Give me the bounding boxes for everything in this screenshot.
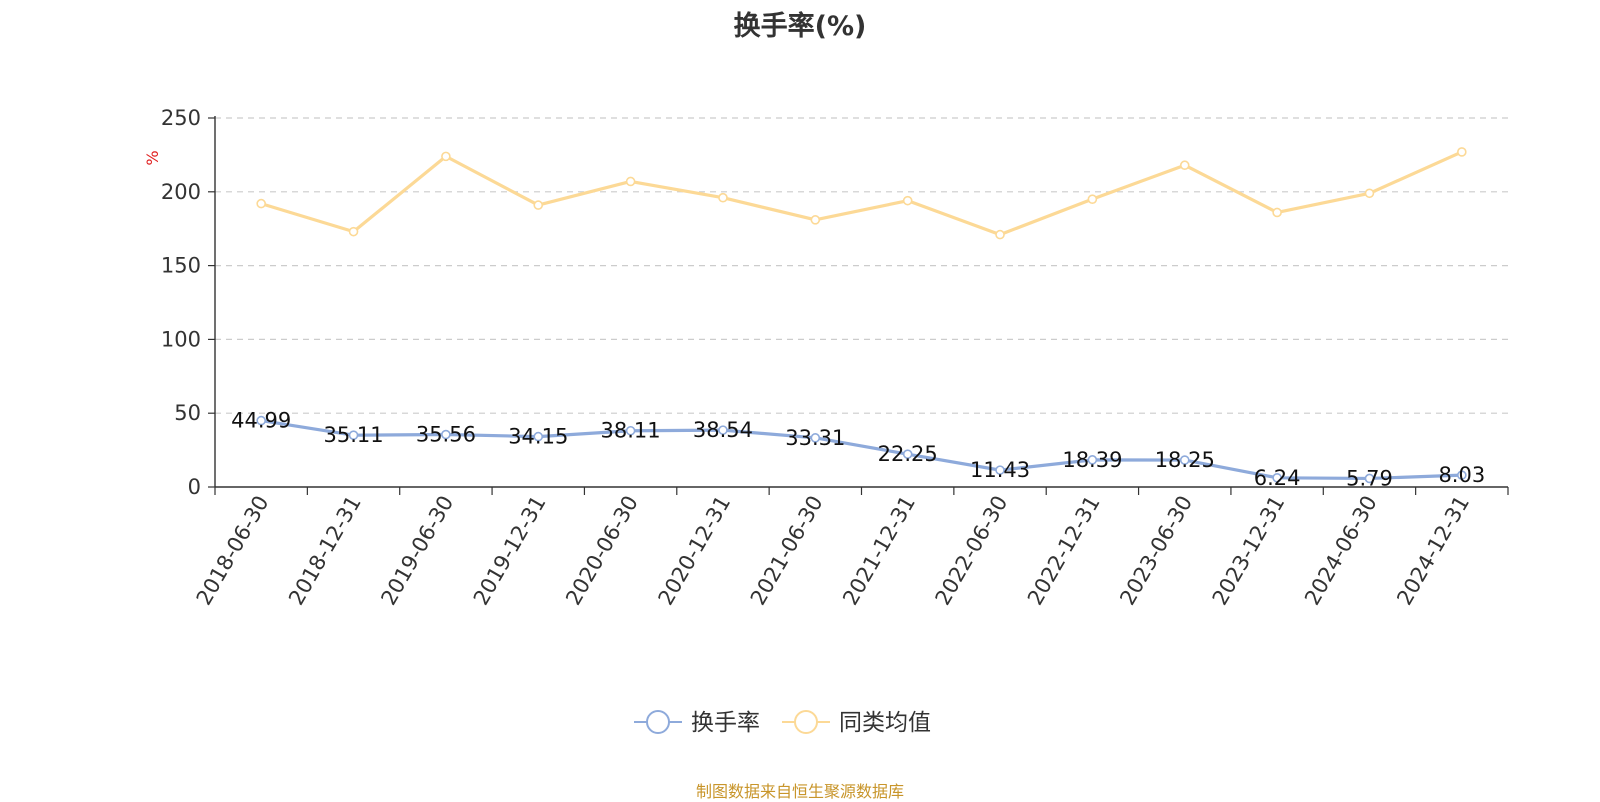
legend: 换手率 同类均值 <box>634 710 931 736</box>
turnover-rate-point <box>1272 472 1282 483</box>
x-tick-label: 2021-06-30 <box>746 492 828 610</box>
legend-marker <box>794 710 818 734</box>
turnover-rate-point <box>902 449 913 459</box>
series-lines <box>256 147 1467 484</box>
chart-title: 换手率(%) <box>733 11 867 42</box>
turnover-rate-point <box>441 429 451 440</box>
y-tick-label: 0 <box>188 475 201 499</box>
data-label: 35.56 <box>416 423 476 447</box>
x-tick-label: 2024-12-31 <box>1392 492 1474 610</box>
peer-average-point <box>441 151 451 162</box>
peer-average-point <box>1364 188 1375 199</box>
x-tick-label: 2020-06-30 <box>561 492 643 610</box>
legend-label: 同类均值 <box>839 710 931 736</box>
peer-average-point <box>1087 194 1098 204</box>
x-tick-label: 2018-12-31 <box>284 492 366 610</box>
x-tick-label: 2020-12-31 <box>653 492 735 610</box>
source-note: 制图数据来自恒生聚源数据库 <box>695 782 904 801</box>
data-label: 33.31 <box>785 426 845 450</box>
peer-average-point <box>1272 207 1282 218</box>
peer-average-point <box>533 200 544 210</box>
peer-average-point <box>256 198 266 209</box>
legend-marker <box>646 710 670 734</box>
x-tick-label: 2022-06-30 <box>931 492 1013 610</box>
legend-label: 换手率 <box>691 710 760 736</box>
x-tick-label: 2024-06-30 <box>1300 492 1382 610</box>
peer-average-point <box>995 229 1005 240</box>
turnover-rate-point <box>1179 455 1190 465</box>
data-label: 22.25 <box>878 442 938 466</box>
x-tick-label: 2023-12-31 <box>1208 492 1290 610</box>
turnover-rate-point <box>718 425 728 435</box>
x-tick-label: 2023-06-30 <box>1115 492 1197 610</box>
peer-average-point <box>810 215 821 225</box>
x-tick-label: 2019-06-30 <box>376 492 458 610</box>
turnover-rate-point <box>256 415 266 426</box>
turnover-rate-point <box>625 425 636 436</box>
turnover-rate-line <box>260 419 1462 481</box>
peer-average-point <box>348 226 359 237</box>
peer-average-point <box>625 176 636 187</box>
peer-average-point <box>902 195 913 206</box>
y-tick-label: 100 <box>161 327 201 351</box>
y-tick-label: 50 <box>174 401 201 425</box>
data-label: 35.11 <box>323 423 383 447</box>
turnover-rate-point <box>348 430 359 440</box>
x-tick-label: 2022-12-31 <box>1023 492 1105 610</box>
data-label: 11.43 <box>970 458 1030 482</box>
data-labels: 44.99 35.11 35.56 34.15 38.11 38.54 33.31 22.25… <box>231 409 1485 491</box>
data-label: 18.25 <box>1155 448 1215 472</box>
y-tick-label: 250 <box>161 106 201 130</box>
turnover-rate-point <box>1087 455 1098 465</box>
data-label: 5.79 <box>1346 466 1393 490</box>
peer-average-point <box>1457 147 1467 157</box>
y-tick-label: 200 <box>161 180 201 204</box>
data-label: 34.15 <box>508 425 568 449</box>
data-label: 6.24 <box>1254 466 1301 490</box>
x-tick-label: 2018-06-30 <box>192 492 274 610</box>
data-label: 8.03 <box>1438 463 1485 487</box>
peer-average-line <box>260 150 1463 237</box>
x-tick-label: 2019-12-31 <box>469 492 551 610</box>
turnover-rate-point <box>533 431 544 442</box>
turnover-rate-point <box>1364 473 1375 484</box>
turnover-rate-point <box>995 465 1005 475</box>
data-label: 38.54 <box>693 418 753 442</box>
turnover-rate-point <box>810 433 821 443</box>
data-label: 38.11 <box>601 419 661 443</box>
y-tick-label: 150 <box>161 254 201 278</box>
data-label: 18.39 <box>1062 448 1122 472</box>
peer-average-point <box>1179 160 1190 171</box>
x-tick-label: 2021-12-31 <box>838 492 920 610</box>
y-axis-unit: % <box>143 150 162 165</box>
data-label: 44.99 <box>231 409 291 433</box>
legend-item-peer-average: 同类均值 <box>782 710 931 736</box>
turnover-rate-point <box>1457 470 1467 480</box>
legend-item-turnover-rate: 换手率 <box>634 710 760 736</box>
peer-average-point <box>718 192 728 203</box>
grid-lines <box>215 117 1508 414</box>
